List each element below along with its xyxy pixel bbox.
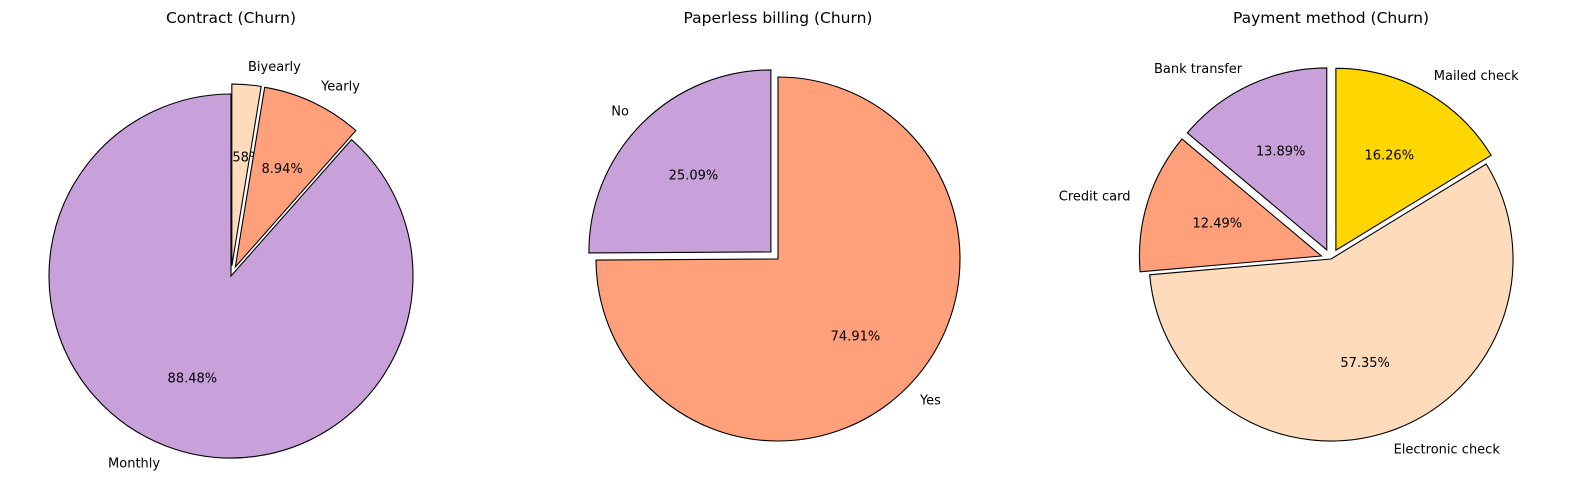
slice-label-monthly: Monthly (108, 457, 160, 472)
chart-title: Contract (Churn) (166, 9, 296, 27)
pct-label-electronic-check: 57.35% (1340, 356, 1390, 371)
slice-label-bank-transfer: Bank transfer (1154, 62, 1243, 77)
pie-slice-yearly (234, 86, 357, 269)
chart-title: Paperless billing (Churn) (684, 9, 873, 27)
pct-label-monthly: 88.48% (168, 372, 218, 387)
slice-label-no: No (611, 104, 629, 119)
pie-slice-monthly (48, 93, 414, 459)
pie-slice-electronic-check (1149, 163, 1514, 442)
pie-chart-paperless-billing-churn: Paperless billing (Churn) 25.09% No 74.91% Y… (588, 9, 961, 442)
pct-label-yes: 74.91% (831, 329, 881, 344)
slice-label-yes: Yes (919, 394, 941, 409)
pie-slice-biyearly (231, 83, 262, 267)
pie-slice-credit-card (1138, 138, 1323, 273)
slice-label-mailed-check: Mailed check (1434, 69, 1519, 84)
pct-label-no: 25.09% (669, 168, 719, 183)
slice-label-credit-card: Credit card (1059, 189, 1131, 204)
chart-title: Payment method (Churn) (1233, 9, 1429, 27)
pie-chart-contract-churn: Contract (Churn)2.58%Biyearly8.94%Yearly… (48, 9, 414, 472)
pct-label-mailed-check: 16.26% (1364, 149, 1414, 164)
pie-slice-mailed-check (1335, 67, 1492, 252)
pct-label-yearly: 8.94% (261, 162, 302, 177)
slice-label-yearly: Yearly (320, 80, 360, 95)
pct-label-bank-transfer: 13.89% (1256, 144, 1306, 159)
pie-slice-yes (595, 76, 961, 442)
slice-label-biyearly: Biyearly (248, 60, 301, 75)
pie-chart-payment-method-churn: Payment method (Churn) 13.89% Bank transfe… (1059, 9, 1519, 458)
pie-slice-bank-transfer (1186, 67, 1328, 252)
slice-label-electronic-check: Electronic check (1394, 443, 1501, 458)
pie-slice-no (588, 69, 772, 254)
pct-label-credit-card: 12.49% (1193, 217, 1243, 232)
